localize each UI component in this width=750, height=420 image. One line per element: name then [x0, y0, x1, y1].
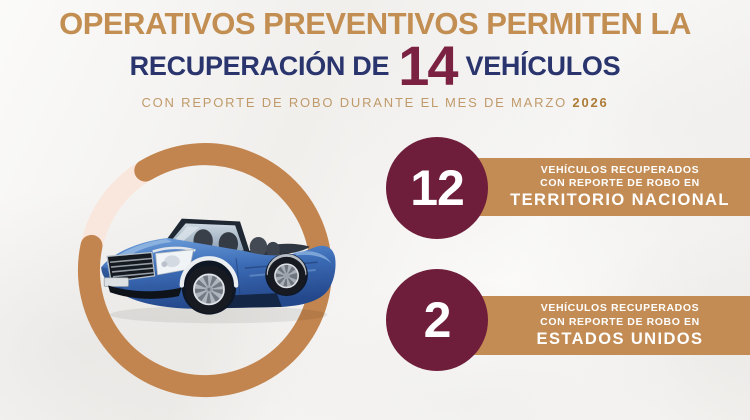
subtitle: CON REPORTE DE ROBO DURANTE EL MES DE MA…	[0, 95, 750, 110]
title-recovery-suffix: VEHÍCULOS	[465, 50, 621, 81]
stat-label-emphasis: ESTADOS UNIDOS	[536, 329, 704, 348]
stat-banner-territorio-nacional: VEHÍCULOS RECUPERADOS CON REPORTE DE ROB…	[460, 158, 750, 216]
stat-value: 12	[410, 160, 465, 216]
title-line-2: RECUPERACIÓN DE 14 VEHÍCULOS	[0, 33, 750, 97]
stat-label-line: CON REPORTE DE ROBO EN	[540, 315, 700, 328]
subtitle-text: CON REPORTE DE ROBO DURANTE EL MES DE MA…	[141, 95, 567, 110]
subtitle-year: 2026	[572, 95, 609, 110]
page-title: OPERATIVOS PREVENTIVOS PERMITEN LA	[59, 6, 691, 41]
total-vehicles-number: 14	[398, 33, 458, 97]
stat-label-line: VEHÍCULOS RECUPERADOS	[540, 302, 700, 315]
stat-label-line: CON REPORTE DE ROBO EN	[540, 177, 700, 189]
stat-banner-estados-unidos: VEHÍCULOS RECUPERADOS CON REPORTE DE ROB…	[460, 296, 750, 355]
convertible-car-icon	[101, 218, 336, 324]
stat-label-emphasis: TERRITORIO NACIONAL	[510, 191, 730, 210]
recovered-vehicle-graphic	[77, 143, 336, 398]
stat-circle-estados-unidos: 2	[386, 269, 488, 371]
title-recovery-prefix: RECUPERACIÓN DE	[129, 50, 390, 81]
stat-circle-territorio-nacional: 12	[386, 137, 488, 239]
stat-value: 2	[423, 292, 452, 348]
stat-label-line: VEHÍCULOS RECUPERADOS	[540, 163, 700, 176]
